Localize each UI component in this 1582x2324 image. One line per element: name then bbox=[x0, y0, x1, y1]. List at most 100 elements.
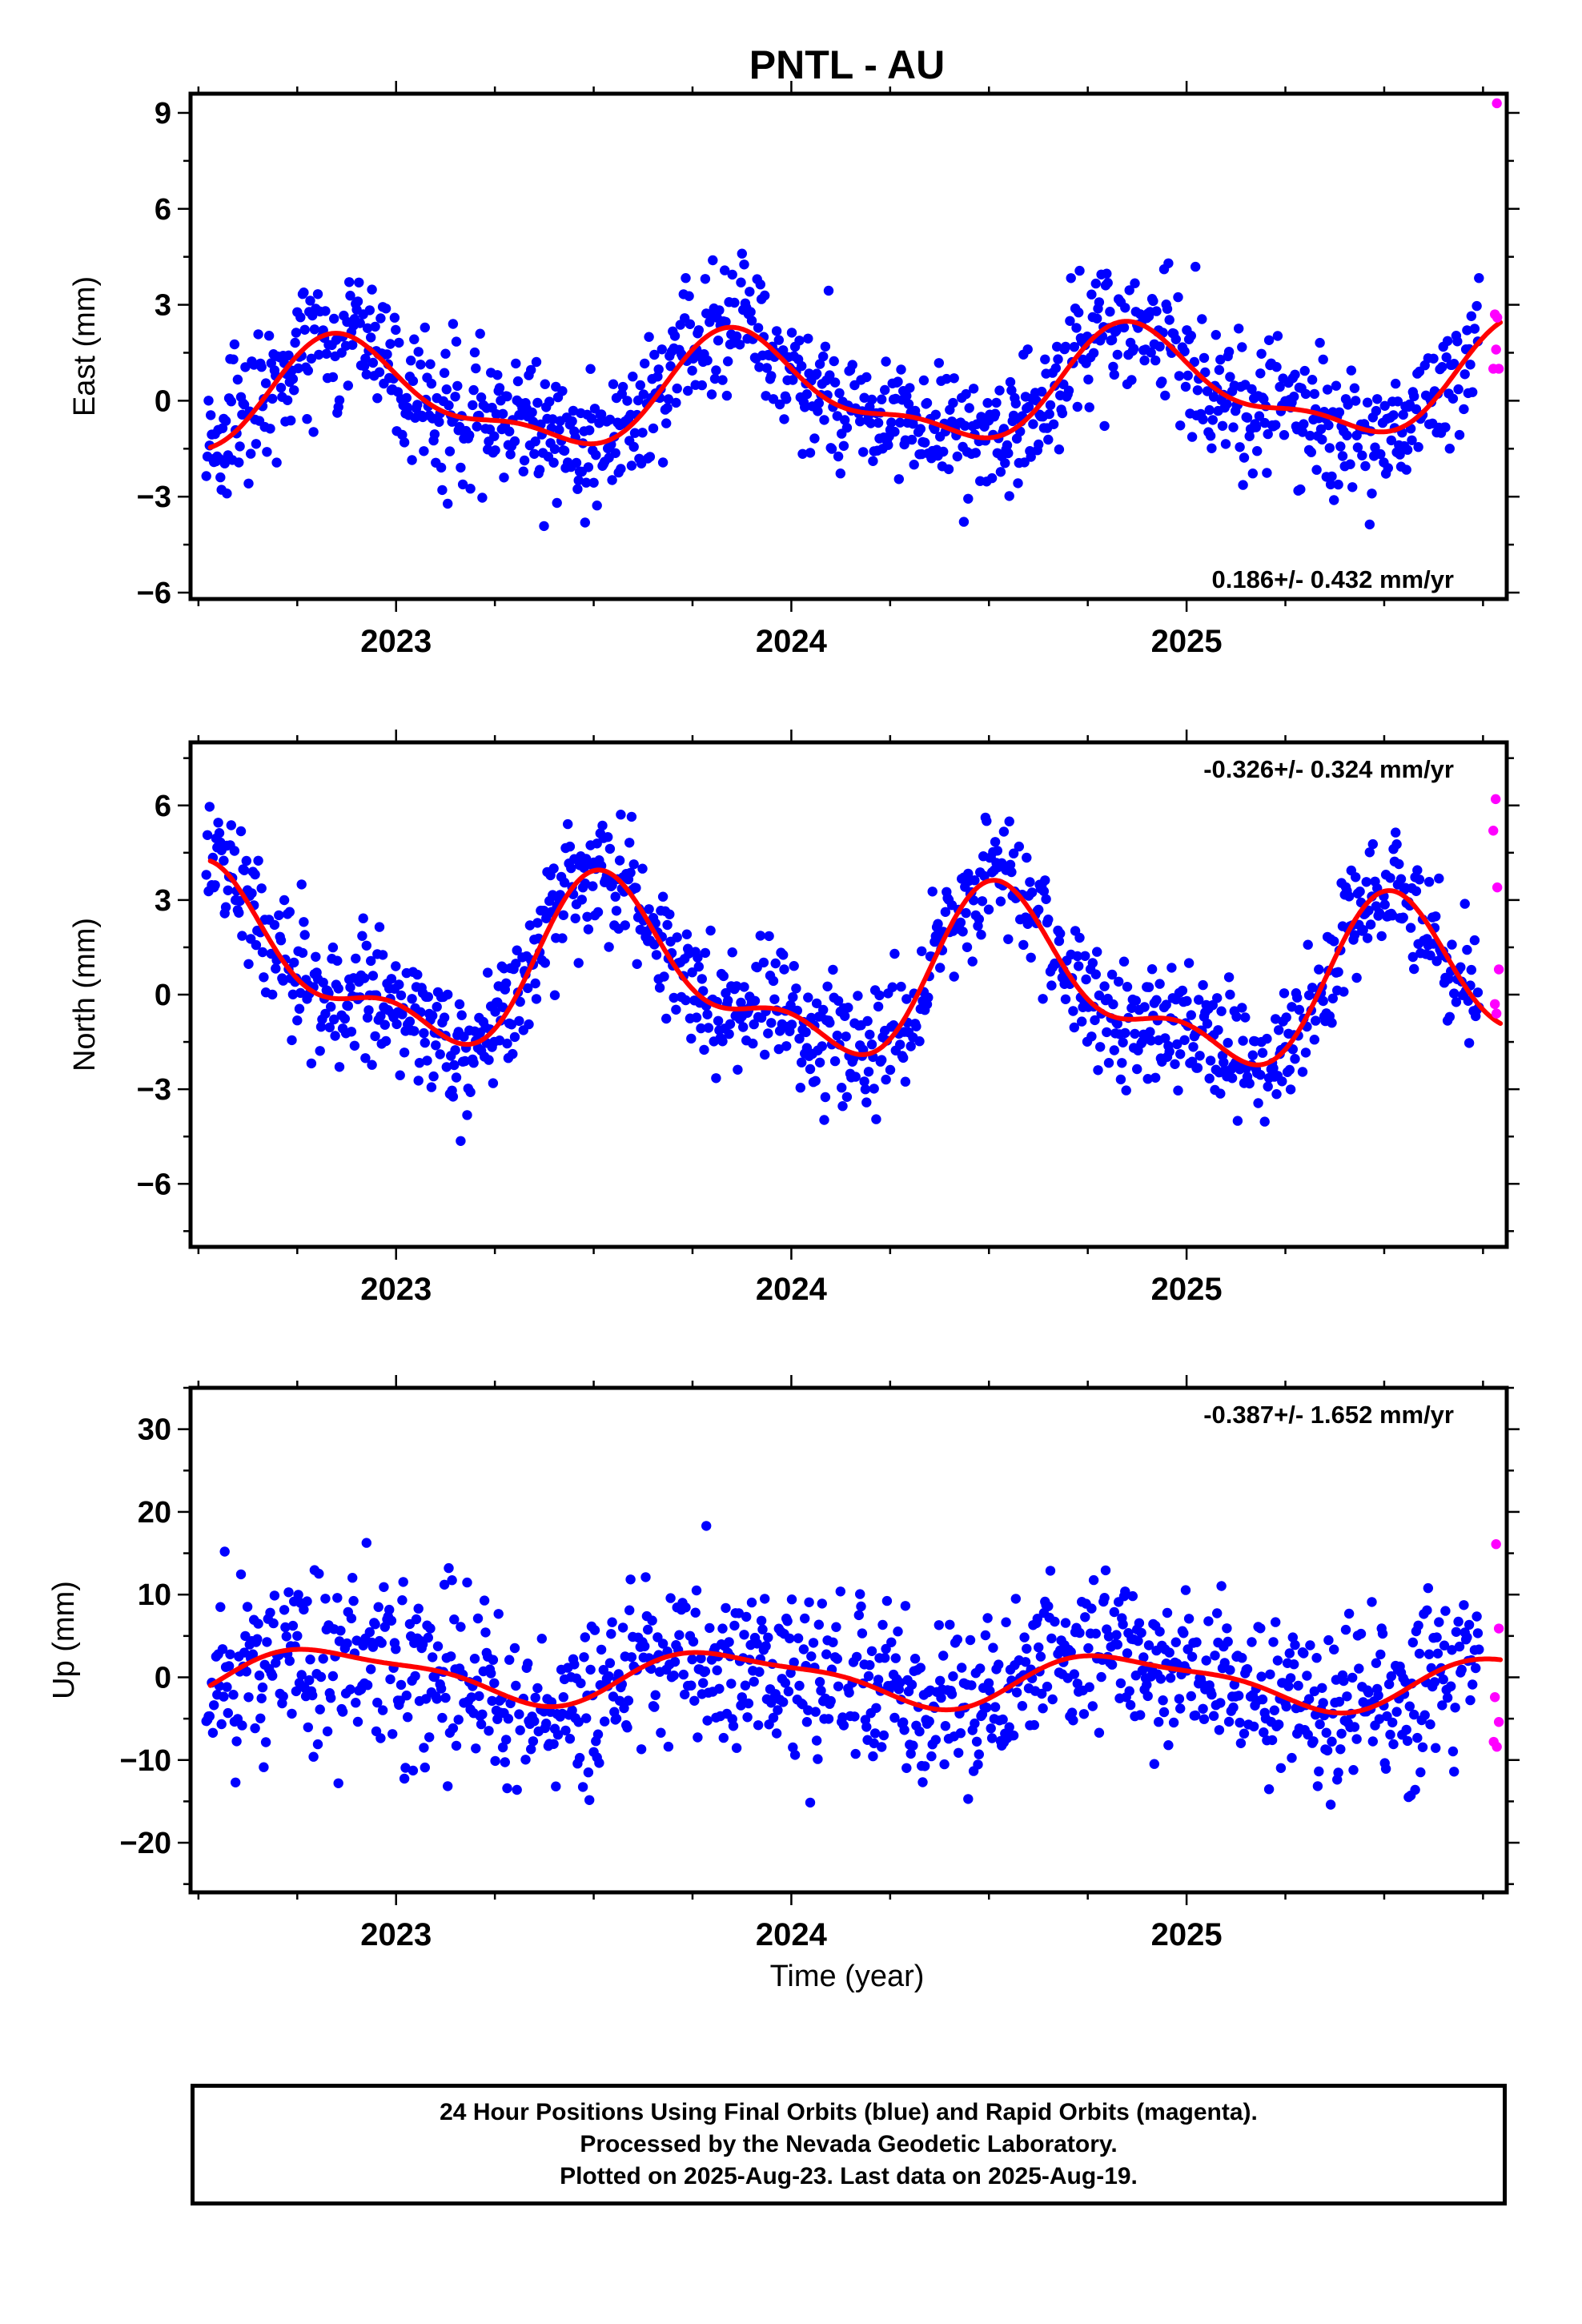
final-orbit-point bbox=[256, 883, 267, 894]
final-orbit-point bbox=[526, 1744, 536, 1755]
final-orbit-point bbox=[551, 1781, 561, 1791]
final-orbit-point bbox=[377, 950, 388, 960]
final-orbit-point bbox=[1214, 1725, 1225, 1735]
final-orbit-point bbox=[1060, 994, 1071, 1005]
final-orbit-point bbox=[1207, 415, 1219, 425]
final-orbit-point bbox=[889, 1712, 900, 1723]
final-orbit-point bbox=[1040, 875, 1050, 886]
final-orbit-point bbox=[1423, 1649, 1435, 1659]
final-orbit-point bbox=[1094, 297, 1105, 308]
final-orbit-point bbox=[686, 1033, 697, 1044]
final-orbit-point bbox=[584, 425, 595, 436]
final-orbit-point bbox=[552, 497, 562, 509]
final-orbit-point bbox=[803, 1705, 813, 1715]
final-orbit-point bbox=[1133, 1635, 1143, 1647]
y-tick-label: 10 bbox=[138, 1578, 171, 1612]
final-orbit-point bbox=[512, 376, 524, 387]
final-orbit-point bbox=[1066, 273, 1076, 283]
final-orbit-point bbox=[1252, 446, 1263, 456]
final-orbit-point bbox=[454, 999, 465, 1010]
final-orbit-point bbox=[222, 1682, 232, 1692]
final-orbit-point bbox=[1225, 1665, 1235, 1675]
final-orbit-point bbox=[1275, 381, 1285, 392]
final-orbit-point bbox=[231, 1736, 242, 1747]
final-orbit-point bbox=[428, 1011, 438, 1021]
final-orbit-point bbox=[1452, 336, 1463, 347]
final-orbit-point bbox=[241, 1667, 251, 1677]
final-orbit-point bbox=[1419, 1710, 1430, 1720]
final-orbit-point bbox=[628, 441, 639, 452]
final-orbit-point bbox=[614, 1695, 625, 1706]
final-orbit-point bbox=[1130, 995, 1142, 1006]
final-orbit-point bbox=[1444, 1011, 1456, 1023]
final-orbit-point bbox=[1456, 962, 1466, 972]
final-orbit-point bbox=[318, 1654, 328, 1664]
final-orbit-point bbox=[251, 939, 262, 951]
final-orbit-point bbox=[1087, 1701, 1098, 1711]
final-orbit-point bbox=[793, 1633, 804, 1643]
final-orbit-point bbox=[1225, 989, 1235, 1000]
final-orbit-point bbox=[899, 1725, 909, 1735]
final-orbit-point bbox=[1037, 386, 1047, 397]
final-orbit-point bbox=[709, 373, 721, 384]
final-orbit-point bbox=[419, 1027, 429, 1039]
final-orbit-point bbox=[1161, 999, 1171, 1010]
final-orbit-point bbox=[206, 410, 216, 420]
final-orbit-point bbox=[1106, 969, 1118, 980]
final-orbit-point bbox=[1355, 1628, 1367, 1639]
final-orbit-point bbox=[370, 1619, 380, 1630]
final-orbit-point bbox=[544, 396, 555, 407]
final-orbit-point bbox=[573, 958, 584, 968]
final-orbit-point bbox=[917, 1777, 928, 1787]
final-orbit-point bbox=[1361, 877, 1371, 887]
final-orbit-point bbox=[604, 1658, 616, 1668]
final-orbit-point bbox=[1124, 1686, 1134, 1696]
final-orbit-point bbox=[1303, 939, 1313, 950]
final-orbit-point bbox=[474, 1691, 484, 1702]
final-orbit-point bbox=[1109, 1045, 1120, 1055]
final-orbit-point bbox=[1186, 1010, 1197, 1020]
final-orbit-point bbox=[1292, 992, 1303, 1003]
final-orbit-point bbox=[420, 322, 430, 333]
y-tick-label: 0 bbox=[155, 384, 171, 418]
final-orbit-point bbox=[1232, 1116, 1243, 1126]
final-orbit-point bbox=[1186, 1691, 1197, 1702]
final-orbit-point bbox=[1223, 1636, 1233, 1647]
final-orbit-point bbox=[596, 409, 607, 420]
final-orbit-point bbox=[343, 1000, 353, 1011]
final-orbit-point bbox=[960, 420, 970, 431]
final-orbit-point bbox=[1447, 393, 1459, 404]
final-orbit-point bbox=[1460, 899, 1470, 909]
final-orbit-point bbox=[305, 296, 315, 306]
final-orbit-point bbox=[506, 1019, 517, 1030]
final-orbit-point bbox=[760, 1049, 770, 1060]
final-orbit-point bbox=[1434, 873, 1444, 884]
final-orbit-point bbox=[408, 376, 419, 386]
final-orbit-point bbox=[283, 1587, 294, 1598]
final-orbit-point bbox=[1447, 939, 1457, 950]
final-orbit-point bbox=[866, 1039, 877, 1050]
final-orbit-point bbox=[339, 1013, 350, 1024]
final-orbit-point bbox=[391, 1019, 402, 1030]
x-tick-label: 2023 bbox=[360, 624, 432, 659]
final-orbit-point bbox=[1032, 1614, 1043, 1624]
final-orbit-point bbox=[1208, 392, 1219, 402]
panel-frame bbox=[188, 1385, 1509, 1895]
final-orbit-point bbox=[420, 1694, 432, 1704]
final-orbit-point bbox=[1071, 323, 1082, 333]
final-orbit-point bbox=[1471, 1663, 1481, 1674]
final-orbit-point bbox=[1204, 1073, 1215, 1084]
final-orbit-point bbox=[1277, 1076, 1287, 1087]
final-orbit-point bbox=[973, 1759, 983, 1770]
final-orbit-point bbox=[681, 1602, 691, 1613]
final-orbit-point bbox=[859, 1076, 869, 1087]
final-orbit-point bbox=[377, 1705, 388, 1715]
final-orbit-point bbox=[837, 1083, 847, 1093]
final-orbit-point bbox=[532, 397, 543, 408]
final-orbit-point bbox=[1407, 1637, 1419, 1648]
final-orbit-point bbox=[588, 477, 599, 488]
final-orbit-point bbox=[654, 983, 665, 993]
rapid-orbit-point bbox=[1492, 98, 1502, 109]
final-orbit-point bbox=[1431, 911, 1441, 922]
final-orbit-point bbox=[909, 1654, 921, 1664]
